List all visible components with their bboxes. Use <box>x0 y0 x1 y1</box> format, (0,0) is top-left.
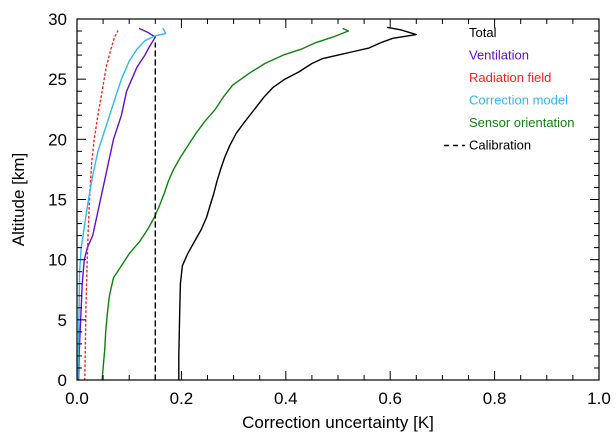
legend-label-calibration: Calibration <box>469 138 531 153</box>
series-line-total <box>178 26 417 381</box>
legend-label-sensor-orientation: Sensor orientation <box>469 115 575 130</box>
legend: Total Ventilation Radiation field Correctio… <box>444 25 575 153</box>
y-axis-title: Altitude [km] <box>9 153 28 247</box>
x-tick-label: 0.6 <box>378 389 402 408</box>
series-layer <box>77 26 417 381</box>
legend-label-total: Total <box>469 25 497 40</box>
y-tick-label: 5 <box>58 311 67 330</box>
x-tick-label: 0.4 <box>274 389 298 408</box>
x-tick-label: 0.0 <box>65 389 89 408</box>
legend-label-correction-model: Correction model <box>469 93 568 108</box>
y-tick-label: 15 <box>48 191 67 210</box>
x-tick-label: 0.8 <box>483 389 507 408</box>
plot-area: 0.0 0.2 0.4 0.6 0.8 1.0 0 5 10 15 20 25 30 <box>48 10 611 408</box>
y-tick-label: 20 <box>48 130 67 149</box>
series-line-correction-model <box>77 27 167 381</box>
series-line-sensor-orientation <box>101 27 350 381</box>
series-line-ventilation <box>77 27 157 381</box>
y-tick-label: 25 <box>48 70 67 89</box>
legend-label-ventilation: Ventilation <box>469 48 529 63</box>
series-line-radiation-field <box>84 30 119 381</box>
legend-label-radiation-field: Radiation field <box>469 70 551 85</box>
x-axis-title: Correction uncertainty [K] <box>242 413 434 432</box>
y-tick-label: 0 <box>58 371 67 390</box>
y-tick-label: 10 <box>48 251 67 270</box>
x-tick-label: 1.0 <box>587 389 611 408</box>
x-tick-label: 0.2 <box>170 389 194 408</box>
tick-layer: 0.0 0.2 0.4 0.6 0.8 1.0 0 5 10 15 20 25 30 <box>48 10 611 408</box>
y-tick-label: 30 <box>48 10 67 29</box>
